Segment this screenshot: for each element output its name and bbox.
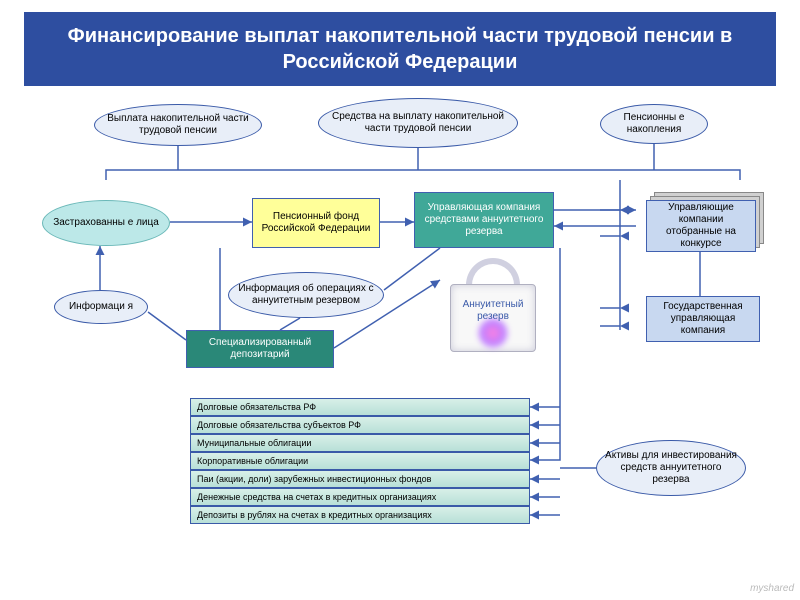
- title-bar: Финансирование выплат накопительной част…: [24, 12, 776, 86]
- node-state-mgmt: Государственная управляющая компания: [646, 296, 760, 342]
- list-row-4: Паи (акции, доли) зарубежных инвестицион…: [190, 470, 530, 488]
- list-row-3: Корпоративные облигации: [190, 452, 530, 470]
- page-title: Финансирование выплат накопительной част…: [44, 23, 756, 75]
- list-row-2: Муниципальные облигации: [190, 434, 530, 452]
- watermark: myshared: [750, 583, 794, 594]
- list-row-1: Долговые обязательства субъектов РФ: [190, 416, 530, 434]
- node-ops-info: Информация об операциях с аннуитетным ре…: [228, 272, 384, 318]
- node-assets: Активы для инвестирования средств аннуит…: [596, 440, 746, 496]
- list-row-6: Депозиты в рублях на счетах в кредитных …: [190, 506, 530, 524]
- list-row-5: Денежные средства на счетах в кредитных …: [190, 488, 530, 506]
- node-depository: Специализированный депозитарий: [186, 330, 334, 368]
- node-funds: Средства на выплату накопительной части …: [318, 98, 518, 148]
- list-row-0: Долговые обязательства РФ: [190, 398, 530, 416]
- node-savings: Пенсионны е накопления: [600, 104, 708, 144]
- node-selected-companies: Управляющие компании отобранные на конку…: [646, 200, 756, 252]
- node-info: Информаци я: [54, 290, 148, 324]
- node-insured: Застрахованны е лица: [42, 200, 170, 246]
- node-mgmt-company: Управляющая компания средствами аннуитет…: [414, 192, 554, 248]
- node-annuity-reserve: Аннуитетный резерв: [448, 294, 538, 328]
- node-pension-fund: Пенсионный фонд Российской Федерации: [252, 198, 380, 248]
- node-payout: Выплата накопительной части трудовой пен…: [94, 104, 262, 146]
